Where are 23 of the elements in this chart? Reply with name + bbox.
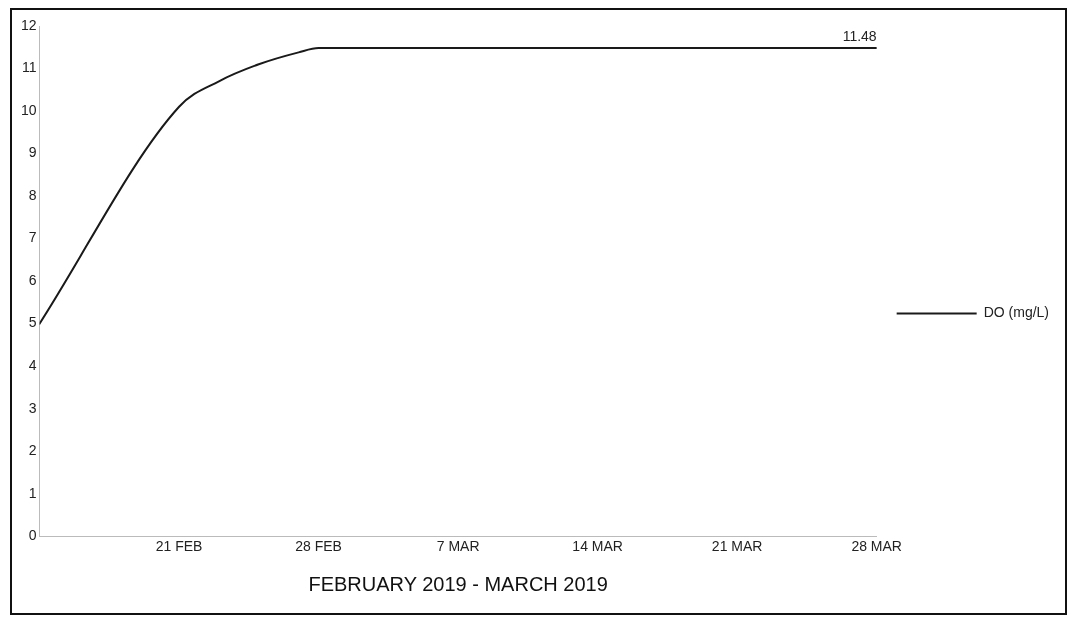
y-tick-label: 1 (28, 484, 37, 501)
x-tick-label: 21 MAR (711, 538, 763, 555)
y-tick-label: 0 (28, 527, 37, 544)
y-tick-label: 8 (28, 186, 37, 203)
x-axis-title: FEBRUARY 2019 - MARCH 2019 (308, 572, 608, 595)
x-tick-label: 28 MAR (851, 538, 902, 555)
y-tick-label: 3 (28, 399, 37, 416)
y-tick-label: 11 (22, 59, 37, 76)
y-tick-label: 2 (28, 442, 37, 459)
line-series (39, 47, 877, 325)
x-tick-label: 7 MAR (436, 538, 480, 555)
text: DO (mg/L) (983, 304, 1050, 321)
x-tick-label: 14 MAR (572, 538, 623, 555)
y-tick-label: 5 (28, 314, 37, 331)
y-tick-label: 12 (20, 16, 37, 33)
x-tick-label: 28 FEB (295, 538, 342, 555)
data-label: 11.48 (842, 27, 877, 44)
x-tick-label: 21 FEB (155, 538, 203, 555)
y-tick-label: 9 (28, 144, 37, 161)
y-tick-label: 7 (28, 229, 37, 246)
y-tick-label: 6 (28, 271, 37, 288)
y-tick-label: 4 (28, 356, 37, 373)
y-tick-label: 10 (20, 101, 37, 118)
